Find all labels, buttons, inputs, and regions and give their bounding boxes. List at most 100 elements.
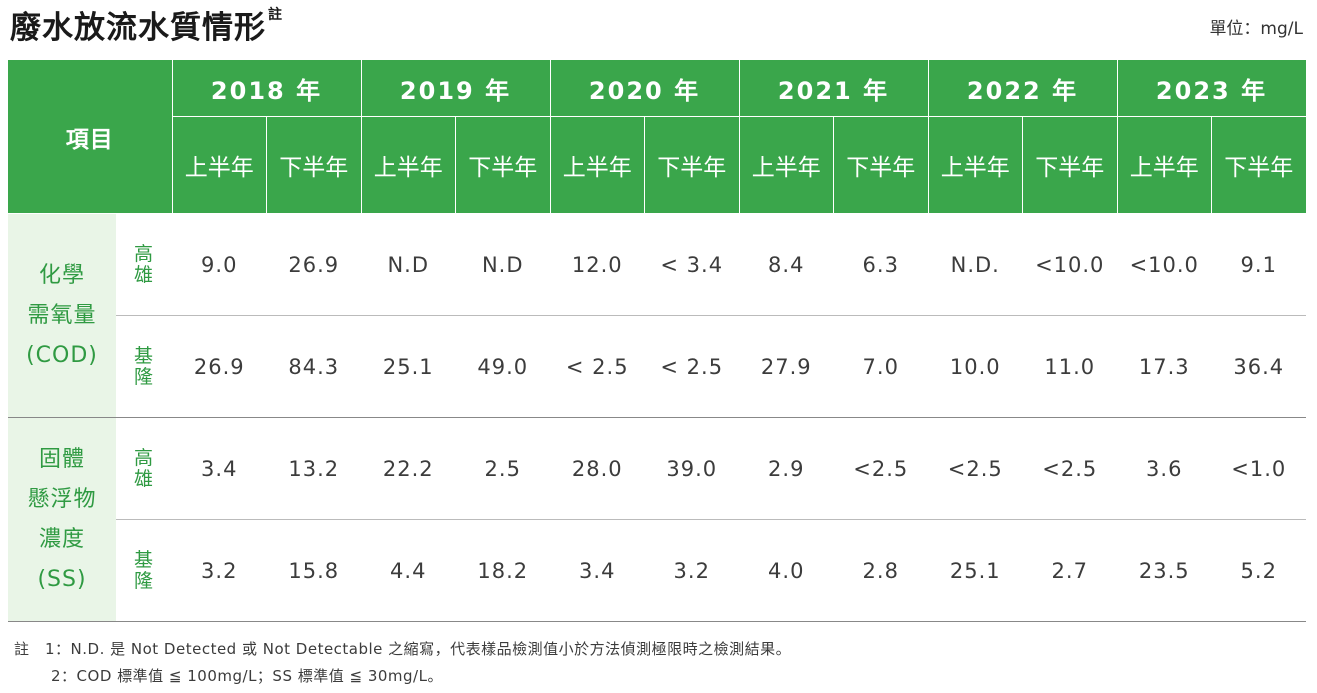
parameter-label-line: (SS)	[37, 566, 87, 592]
value-cell: 8.4	[739, 213, 834, 316]
location-char: 基	[133, 344, 154, 367]
value-cell: 3.4	[550, 519, 645, 622]
value-cell: 2.7	[1022, 519, 1117, 622]
location-char: 高	[133, 446, 154, 469]
value-cell: < 3.4	[644, 213, 739, 316]
value-cell: < 2.5	[644, 315, 739, 418]
value-cell: 4.4	[361, 519, 456, 622]
value-cell: 9.0	[172, 213, 267, 316]
location-char: 基	[133, 548, 154, 571]
value-cell: 4.0	[739, 519, 834, 622]
value-cell: 26.9	[266, 213, 361, 316]
value-cell: 3.2	[172, 519, 267, 622]
half-year-header: 上半年	[1117, 116, 1212, 214]
value-cell: 15.8	[266, 519, 361, 622]
value-cell: <2.5	[928, 417, 1023, 520]
value-cell: <1.0	[1211, 417, 1306, 520]
value-cell: 23.5	[1117, 519, 1212, 622]
half-year-header: 上半年	[928, 116, 1023, 214]
parameter-label-line: 固體	[38, 446, 85, 472]
table-body: 化學 需氧量 (COD) 高雄 9.0 26.9 N.D N.D 12.0 < 3.4 8.4 6.3…	[8, 213, 1306, 622]
table-row: 基隆 26.9 84.3 25.1 49.0 < 2.5 < 2.5 27.9 7.0 10.0 1…	[8, 315, 1306, 418]
location-cell: 基隆	[116, 315, 172, 418]
value-cell: 9.1	[1211, 213, 1306, 316]
value-cell: 28.0	[550, 417, 645, 520]
water-quality-table: 項目 2018 年 2019 年 2020 年 2021 年 2022 年 2023 年 …	[8, 60, 1307, 622]
value-cell: 18.2	[455, 519, 550, 622]
value-cell: 3.2	[644, 519, 739, 622]
page-title: 廢水放流水質情形註	[10, 7, 283, 46]
half-year-header: 下半年	[1022, 116, 1118, 214]
value-cell: <2.5	[833, 417, 928, 520]
parameter-label-line: 需氧量	[27, 302, 97, 328]
value-cell: 12.0	[550, 213, 645, 316]
value-cell: 7.0	[833, 315, 928, 418]
half-year-header: 下半年	[1211, 116, 1307, 214]
parameter-label-line: 懸浮物	[27, 486, 97, 512]
parameter-cell: 化學需氧量 (COD)	[8, 213, 116, 418]
year-header: 2018 年	[172, 60, 362, 117]
year-header-row: 項目 2018 年 2019 年 2020 年 2021 年 2022 年 2023 年	[8, 60, 1307, 214]
value-cell: 22.2	[361, 417, 456, 520]
parameter-cell: 固體懸浮物濃度 (SS)	[8, 417, 116, 622]
value-cell: 3.4	[172, 417, 267, 520]
value-cell: <2.5	[1022, 417, 1117, 520]
table-row: 基隆 3.2 15.8 4.4 18.2 3.4 3.2 4.0 2.8 25.1 2.7 23.5 5…	[8, 519, 1306, 622]
parameter-label-line: (COD)	[26, 342, 98, 368]
half-year-header: 下半年	[833, 116, 929, 214]
location-char: 雄	[133, 467, 154, 490]
footnote-2: 2：COD 標準值 ≦ 100mg/L；SS 標準值 ≦ 30mg/L。	[51, 667, 443, 685]
value-cell: < 2.5	[550, 315, 645, 418]
half-header-row: 上半年 下半年 上半年 下半年 上半年 下半年 上半年 下半年 上半年 下半年 上半年 下半年	[8, 116, 1307, 214]
location-char: 高	[133, 242, 154, 265]
half-year-header: 上半年	[361, 116, 456, 214]
value-cell: <10.0	[1022, 213, 1117, 316]
value-cell: 2.9	[739, 417, 834, 520]
year-header: 2020 年	[550, 60, 740, 117]
value-cell: N.D	[455, 213, 550, 316]
value-cell: N.D.	[928, 213, 1023, 316]
location-cell: 高雄	[116, 213, 172, 316]
year-header: 2019 年	[361, 60, 551, 117]
half-year-header: 上半年	[172, 116, 267, 214]
value-cell: 5.2	[1211, 519, 1306, 622]
value-cell: 25.1	[361, 315, 456, 418]
parameter-label-line: 濃度	[38, 526, 85, 552]
half-year-header: 下半年	[266, 116, 362, 214]
value-cell: 6.3	[833, 213, 928, 316]
location-cell: 基隆	[116, 519, 172, 622]
value-cell: 49.0	[455, 315, 550, 418]
year-header: 2022 年	[928, 60, 1118, 117]
half-year-header: 上半年	[739, 116, 834, 214]
half-year-header: 下半年	[644, 116, 740, 214]
footnote-1: 註 1：N.D. 是 Not Detected 或 Not Detectable…	[14, 640, 792, 658]
item-header: 項目	[8, 60, 173, 214]
title-footnote-mark: 註	[268, 7, 283, 23]
value-cell: 27.9	[739, 315, 834, 418]
value-cell: 36.4	[1211, 315, 1306, 418]
table-row: 固體 懸浮物 濃度 (SS) 高雄 3.4 13.2 22.2 2.5 28.0 39.0 2.9 <2…	[8, 417, 1306, 622]
value-cell: 2.5	[455, 417, 550, 520]
unit-label: 單位：mg/L	[1209, 19, 1303, 39]
footnotes: 註 1：N.D. 是 Not Detected 或 Not Detectable…	[14, 636, 791, 690]
parameter-label-line: 化學	[38, 262, 85, 288]
value-cell: 2.8	[833, 519, 928, 622]
value-cell: 17.3	[1117, 315, 1212, 418]
value-cell: 10.0	[928, 315, 1023, 418]
half-year-header: 上半年	[550, 116, 645, 214]
value-cell: 26.9	[172, 315, 267, 418]
value-cell: 39.0	[644, 417, 739, 520]
value-cell: 25.1	[928, 519, 1023, 622]
value-cell: 84.3	[266, 315, 361, 418]
value-cell: 3.6	[1117, 417, 1212, 520]
location-char: 雄	[133, 263, 154, 286]
value-cell: 11.0	[1022, 315, 1117, 418]
location-char: 隆	[133, 569, 154, 592]
year-header: 2021 年	[739, 60, 929, 117]
half-year-header: 下半年	[455, 116, 551, 214]
table-row: 化學 需氧量 (COD) 高雄 9.0 26.9 N.D N.D 12.0 < 3.4 8.4 6.3…	[8, 213, 1306, 418]
location-cell: 高雄	[116, 417, 172, 520]
value-cell: N.D	[361, 213, 456, 316]
location-char: 隆	[133, 365, 154, 388]
value-cell: <10.0	[1117, 213, 1212, 316]
